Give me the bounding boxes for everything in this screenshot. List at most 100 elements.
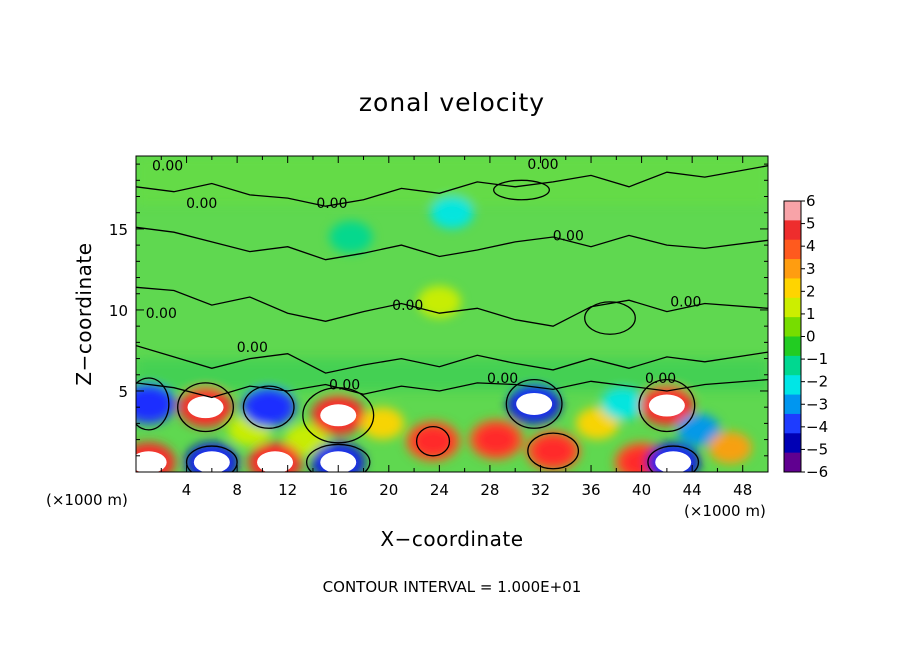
contour-label: 0.00 <box>645 371 676 387</box>
field-saturated-core <box>320 404 357 427</box>
contour-interval-note: CONTOUR INTERVAL = 1.000E+01 <box>322 578 582 596</box>
x-tick-label: 24 <box>430 481 449 499</box>
chart-title: zonal velocity <box>358 88 546 117</box>
colorbar-tick-label: 2 <box>806 282 816 300</box>
colorbar-tick-label: 4 <box>806 237 816 255</box>
x-tick-label: 20 <box>379 481 398 499</box>
contour-line <box>136 378 768 399</box>
colorbar-tick-label: 0 <box>806 328 816 346</box>
y-axis-label: Z−coordinate <box>72 242 96 386</box>
field-saturated-core <box>655 451 692 472</box>
heatmap-field <box>136 156 768 472</box>
colorbar-tick-label: 3 <box>806 260 816 278</box>
field-saturated-core <box>193 451 230 472</box>
colorbar-tick-label: 6 <box>806 192 816 210</box>
contour-label: 0.00 <box>392 298 423 314</box>
colorbar-swatch <box>784 355 801 376</box>
contour-label: 0.00 <box>487 371 518 387</box>
field-cell <box>360 407 405 440</box>
colorbar-tick-label: −1 <box>806 350 828 368</box>
x-tick-label: 36 <box>581 481 600 499</box>
field-cell <box>430 196 474 229</box>
x-tick-label: 32 <box>531 481 550 499</box>
field-cell <box>329 221 373 254</box>
x-tick-label: 12 <box>278 481 297 499</box>
contour-loop <box>647 445 700 472</box>
colorbar-swatch <box>784 375 801 396</box>
colorbar-tick-label: −6 <box>806 463 828 481</box>
contour-line <box>136 344 768 374</box>
colorbar-tick-label: −4 <box>806 418 828 436</box>
contour-loop <box>302 387 375 444</box>
contour-label: 0.00 <box>670 295 701 311</box>
contour-label: 0.00 <box>329 377 360 393</box>
contour-label: 0.00 <box>186 196 217 212</box>
y-tick-label: 10 <box>109 302 128 320</box>
colorbar-swatch <box>784 278 801 299</box>
contour-loop <box>527 432 580 470</box>
y-tick-label: 15 <box>109 221 128 239</box>
field-cell-core <box>475 424 518 455</box>
colorbar-tick-label: 1 <box>806 305 816 323</box>
y-tick-label: 5 <box>118 383 128 401</box>
colorbar-swatch <box>784 336 801 357</box>
band-top <box>136 156 768 205</box>
colorbar-swatch <box>784 239 801 260</box>
x-tick-label: 28 <box>480 481 499 499</box>
field-cell-core <box>412 426 455 457</box>
contour-label: 0.00 <box>527 157 558 173</box>
colorbar: 6 5 4 3 2 1 0 −1 −2 −3 −4 −5 −6 <box>783 192 828 481</box>
colorbar-swatch <box>784 259 801 279</box>
contour-label: 0.00 <box>237 340 268 356</box>
contour-labels: 0.00 0.00 0.00 0.00 0.00 0.00 0.00 0.00 0.00 0.00… <box>146 157 702 393</box>
contour-label: 0.00 <box>146 306 177 322</box>
colorbar-swatch <box>784 452 801 473</box>
field-saturated-core <box>648 394 685 417</box>
contour-label: 0.00 <box>316 196 347 212</box>
colorbar-tick-label: −5 <box>806 440 828 458</box>
x-tick-label: 48 <box>733 481 752 499</box>
field-saturated-core <box>187 396 224 419</box>
contour-line <box>136 226 768 261</box>
colorbar-swatch <box>784 317 801 337</box>
colorbar-tick-label: 5 <box>806 215 816 233</box>
field-cell <box>708 431 752 464</box>
x-tick-label: 8 <box>232 481 242 499</box>
contour-loop <box>584 301 636 335</box>
colorbar-swatch <box>784 201 801 221</box>
field-saturated-core <box>136 451 167 472</box>
colorbar-tick-label: −3 <box>806 395 828 413</box>
field-saturated-core <box>516 392 553 415</box>
plot-frame <box>135 155 769 473</box>
colorbar-swatch <box>784 220 801 241</box>
contour-line <box>136 286 768 327</box>
field-cell <box>601 387 645 420</box>
field-cell-core <box>247 392 290 423</box>
contour-loop <box>415 425 451 457</box>
colorbar-tick-label: −2 <box>806 373 828 391</box>
x-unit-left: (×1000 m) <box>46 491 128 509</box>
x-tick-label: 44 <box>683 481 702 499</box>
field-saturated-core <box>320 451 357 472</box>
x-tick-label: 40 <box>632 481 651 499</box>
colorbar-swatch <box>784 413 801 434</box>
x-unit-right: (×1000 m) <box>684 502 766 520</box>
contour-loop <box>177 382 234 433</box>
band-low <box>136 358 768 391</box>
field-cell-core <box>136 388 170 419</box>
contour-loop <box>185 445 238 472</box>
zero-contours <box>136 165 768 472</box>
contour-loop <box>305 443 371 472</box>
field-saturated-core <box>257 451 294 472</box>
contour-loop <box>242 385 295 429</box>
contour-line <box>136 165 768 207</box>
colorbar-swatch <box>784 433 801 454</box>
x-tick-label: 16 <box>329 481 348 499</box>
contour-loop <box>493 179 550 201</box>
x-axis-label: X−coordinate <box>380 527 524 551</box>
colorbar-swatch <box>784 394 801 415</box>
contour-loop <box>638 378 696 433</box>
contour-label: 0.00 <box>152 159 183 175</box>
contour-loop <box>505 378 563 429</box>
